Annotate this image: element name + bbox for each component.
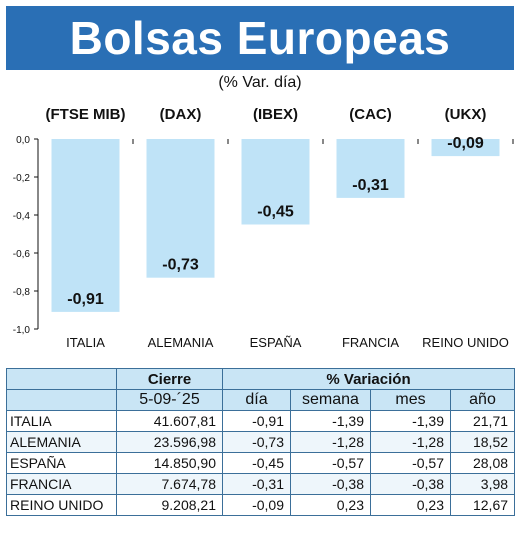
table-corner-cell: [6, 389, 117, 411]
column-header-dia: día: [222, 389, 291, 411]
dia-cell: -0,09: [222, 494, 291, 516]
data-label: -0,09: [447, 135, 484, 152]
row-name: REINO UNIDO: [6, 494, 117, 516]
data-label: -0,91: [67, 291, 104, 308]
y-tick-label: -1,0: [13, 325, 31, 336]
data-label: -0,45: [257, 204, 294, 221]
y-tick-label: -0,6: [13, 249, 31, 260]
index-label: (DAX): [160, 106, 202, 123]
x-tick-label: ESPAÑA: [250, 335, 302, 350]
column-header-semana: semana: [290, 389, 371, 411]
anio-cell: 18,52: [449, 431, 516, 453]
row-name: ITALIA: [6, 410, 117, 432]
semana-cell: 0,23: [290, 494, 371, 516]
dia-cell: -0,31: [222, 473, 291, 495]
cierre-cell: 41.607,81: [116, 410, 223, 432]
bar-chart: 0,0 -0,2 -0,4 -0,6 -0,8 -1,0 (FTSE MIB) -0,91 IT…: [13, 106, 514, 350]
bar: [146, 139, 215, 278]
mes-cell: -0,57: [370, 452, 451, 474]
row-name: ALEMANIA: [6, 431, 117, 453]
y-tick-label: -0,2: [13, 173, 31, 184]
row-name: ESPAÑA: [6, 452, 117, 474]
page-title: Bolsas Europeas: [69, 12, 451, 64]
y-tick-label: -0,4: [13, 211, 31, 222]
bar: [51, 139, 120, 312]
table-row: REINO UNIDO 9.208,21 -0,09 0,23 0,23 12,…: [6, 494, 516, 516]
cierre-cell: 14.850,90: [116, 452, 223, 474]
cierre-group-header: Cierre: [116, 368, 223, 390]
table-row: ITALIA 41.607,81 -0,91 -1,39 -1,39 21,71: [6, 410, 516, 432]
x-tick-label: ALEMANIA: [148, 335, 214, 350]
data-table-container: Cierre % Variación 5-09-´25 día semana m…: [6, 368, 516, 516]
dia-cell: -0,45: [222, 452, 291, 474]
chart-subtitle: (% Var. día): [218, 74, 302, 91]
table-corner-cell: [6, 368, 117, 390]
semana-cell: -0,57: [290, 452, 371, 474]
data-label: -0,31: [352, 177, 389, 194]
index-label: (FTSE MIB): [46, 106, 126, 123]
semana-cell: -1,39: [290, 410, 371, 432]
anio-cell: 28,08: [449, 452, 516, 474]
cierre-cell: 7.674,78: [116, 473, 223, 495]
x-tick-label: FRANCIA: [342, 335, 399, 350]
x-tick-label: ITALIA: [66, 335, 105, 350]
row-name: FRANCIA: [6, 473, 117, 495]
title-banner: Bolsas Europeas: [6, 6, 514, 70]
column-header-date: 5-09-´25: [116, 389, 223, 411]
cierre-cell: 9.208,21: [116, 494, 223, 516]
cierre-cell: 23.596,98: [116, 431, 223, 453]
anio-cell: 12,67: [449, 494, 516, 516]
bar: [241, 139, 310, 225]
mes-cell: -1,28: [370, 431, 451, 453]
column-header-mes: mes: [370, 389, 451, 411]
y-tick-label: -0,8: [13, 287, 31, 298]
table-row: FRANCIA 7.674,78 -0,31 -0,38 -0,38 3,98: [6, 473, 516, 495]
semana-cell: -0,38: [290, 473, 371, 495]
index-label: (IBEX): [253, 106, 298, 123]
semana-cell: -1,28: [290, 431, 371, 453]
bar: [336, 139, 405, 198]
dia-cell: -0,91: [222, 410, 291, 432]
dia-cell: -0,73: [222, 431, 291, 453]
table-row: ESPAÑA 14.850,90 -0,45 -0,57 -0,57 28,08: [6, 452, 516, 474]
mes-cell: 0,23: [370, 494, 451, 516]
data-label: -0,73: [162, 257, 199, 274]
anio-cell: 21,71: [449, 410, 516, 432]
y-tick-label: 0,0: [16, 135, 30, 146]
x-tick-label: REINO UNIDO: [422, 335, 509, 350]
mes-cell: -0,38: [370, 473, 451, 495]
mes-cell: -1,39: [370, 410, 451, 432]
bar: [431, 139, 500, 157]
column-header-anio: año: [449, 389, 516, 411]
table-row: ALEMANIA 23.596,98 -0,73 -1,28 -1,28 18,…: [6, 431, 516, 453]
index-label: (CAC): [349, 106, 392, 123]
variacion-group-header: % Variación: [221, 368, 516, 390]
index-label: (UKX): [445, 106, 487, 123]
data-table: Cierre % Variación 5-09-´25 día semana m…: [6, 368, 516, 516]
anio-cell: 3,98: [449, 473, 516, 495]
